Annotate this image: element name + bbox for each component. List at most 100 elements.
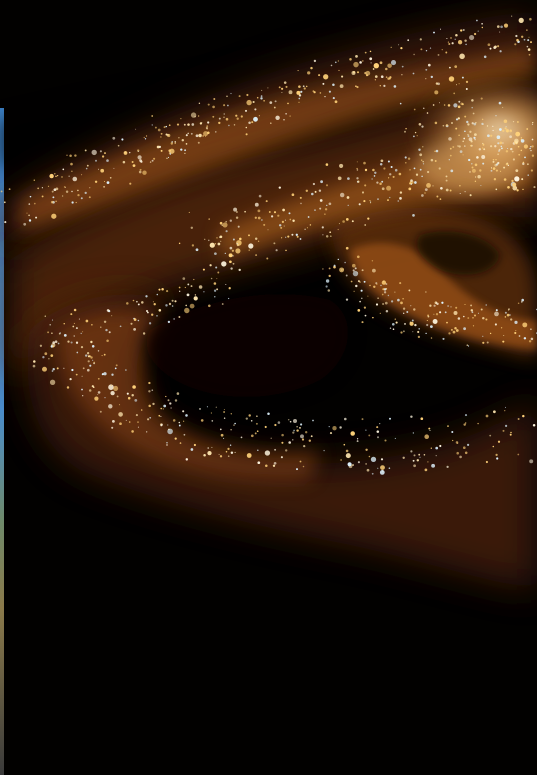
star-162 [139,168,142,171]
star-1207 [490,169,493,172]
star-1183 [474,138,476,141]
star-422 [232,255,234,257]
star-605 [359,300,361,303]
star-668 [361,321,364,324]
star-182 [361,60,364,62]
star-770 [223,437,225,439]
star-930 [179,442,182,444]
star-297 [225,117,229,121]
star-644 [457,317,461,320]
star-206 [149,161,152,163]
star-628 [435,313,439,316]
star-28 [298,101,300,103]
star-409 [257,209,261,213]
star-921 [463,423,466,426]
star-975 [371,472,374,475]
star-371 [235,248,241,254]
star-41 [270,122,272,124]
star-489 [254,237,258,240]
star-56 [95,159,97,162]
star-68 [3,201,6,204]
star-844 [274,448,277,451]
star-718 [392,328,395,330]
star-943 [103,372,107,376]
star-833 [299,460,302,463]
star-819 [431,463,436,468]
star-145 [85,167,88,170]
star-491 [438,167,441,170]
star-825 [219,428,222,431]
star-34 [464,39,467,42]
star-826 [532,424,536,427]
star-81 [465,43,467,46]
star-687 [382,302,385,306]
star-367 [267,229,269,231]
star-1286 [434,121,438,125]
star-1205 [498,148,501,151]
star-1131 [179,290,181,292]
star-1214 [471,168,476,173]
star-1158 [393,85,397,88]
star-1160 [509,129,513,133]
star-607 [406,311,409,313]
star-223 [65,190,69,194]
star-289 [26,212,28,214]
star-794 [125,419,127,421]
star-717 [441,301,444,304]
star-435 [371,178,373,180]
star-480 [195,248,199,252]
star-563 [244,210,246,213]
star-417 [363,161,366,165]
star-782 [292,439,294,441]
star-804 [115,364,118,367]
star-1268 [512,120,515,123]
star-398 [278,224,282,227]
star-810 [162,408,164,410]
star-1077 [130,322,133,325]
star-1244 [471,106,473,109]
star-677 [427,315,430,318]
star-755 [174,399,178,402]
star-405 [342,220,345,223]
star-166 [445,51,448,54]
star-680 [425,291,427,293]
star-22 [429,47,432,49]
star-1219 [430,75,433,79]
star-70 [202,135,204,137]
star-752 [444,311,447,314]
star-569 [445,179,448,182]
star-707 [381,293,384,296]
star-837 [134,399,138,402]
star-104 [187,123,190,126]
star-1087 [184,286,186,289]
star-666 [504,316,507,318]
star-275 [275,115,280,121]
star-391 [304,228,306,230]
star-895 [376,430,380,433]
star-1084 [33,360,36,363]
star-492 [440,186,443,190]
star-612 [359,281,361,283]
star-477 [339,192,345,198]
star-784 [489,434,492,437]
star-616 [400,301,403,305]
star-216 [494,45,497,49]
star-49 [528,53,531,56]
star-684 [361,297,363,300]
star-475 [281,237,283,239]
star-141 [63,186,66,188]
star-310 [349,58,352,61]
star-828 [293,429,295,432]
star-103 [483,55,487,59]
star-676 [495,309,498,312]
star-864 [296,429,299,432]
star-778 [137,421,139,423]
star-866 [270,437,272,439]
star-208 [235,114,238,117]
star-972 [148,404,151,408]
star-235 [477,30,479,32]
star-232 [437,53,440,56]
star-256 [287,102,289,105]
star-1283 [463,137,466,140]
star-1132 [145,295,148,298]
